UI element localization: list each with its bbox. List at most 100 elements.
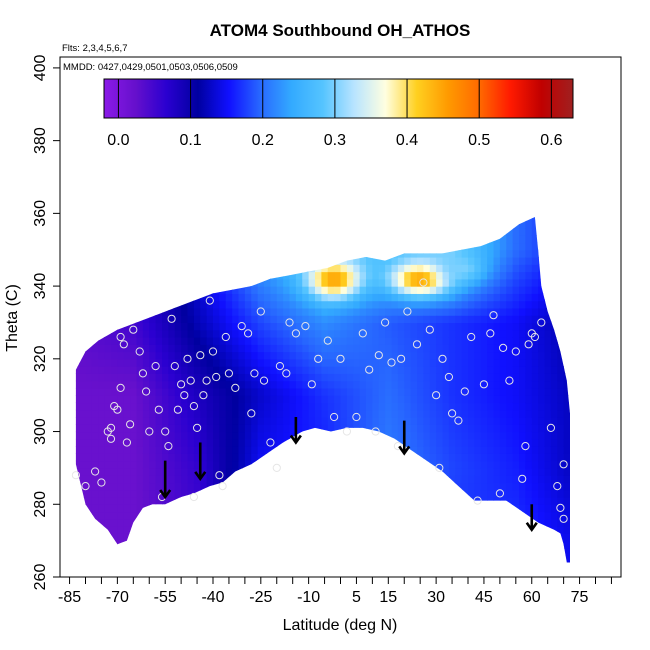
heatmap-cell [123,424,131,433]
observation-point [189,492,198,502]
heatmap-cell [468,431,475,440]
heatmap-cell [66,410,73,418]
observation-points [71,278,568,523]
heatmap-cell [359,249,367,258]
heatmap-cell [474,395,482,404]
heatmap-cell [244,533,252,542]
heatmap-cell [302,402,310,411]
heatmap-cell [397,497,405,505]
heatmap-cell [295,526,303,534]
heatmap-cell [111,227,118,236]
heatmap-cell [206,511,214,520]
heatmap-cell [117,497,125,505]
heatmap-cell [257,460,265,469]
heatmap-cell [391,467,399,476]
heatmap-cell [257,424,265,433]
heatmap-cell [506,286,514,294]
heatmap-cell [155,286,163,294]
heatmap-cell [340,271,348,280]
heatmap-cell [353,286,361,294]
heatmap-cell [506,453,514,462]
heatmap-cell [340,293,348,302]
heatmap-cell [213,526,220,534]
heatmap-cell [168,373,176,382]
heatmap-cell [512,329,520,338]
heatmap-cell [423,380,431,389]
heatmap-cell [123,489,131,498]
heatmap-cell [538,460,546,469]
heatmap-cell [531,504,539,513]
heatmap-cell [334,417,342,425]
heatmap-cell [123,278,131,287]
heatmap-cell [417,460,424,469]
heatmap-cell [276,329,284,338]
heatmap-cell [410,467,418,476]
heatmap-cell [79,504,87,513]
heatmap-cell [130,293,138,302]
heatmap-cell [168,467,176,476]
heatmap-cell [155,555,163,563]
heatmap-cell [238,387,246,396]
heatmap-cell [66,272,73,280]
heatmap-cell [168,366,176,374]
heatmap-cell [538,217,546,222]
heatmap-cell [302,475,310,484]
heatmap-cell [232,460,240,469]
heatmap-cell [563,547,571,556]
observation-point [371,427,380,436]
heatmap-cell [117,518,125,527]
heatmap-cell [321,497,329,505]
heatmap-cell [538,497,546,505]
heatmap-cell [334,278,342,287]
heatmap-cell [544,438,552,447]
heatmap-cell [111,286,118,294]
heatmap-cell [410,329,418,338]
heatmap-cell [327,504,335,513]
heatmap-cell [75,417,80,425]
heatmap-cell [270,497,278,505]
heatmap-cell [142,446,150,454]
heatmap-cell [563,380,571,389]
heatmap-cell [378,242,386,251]
heatmap-cell [315,366,322,374]
heatmap-cell [181,286,189,294]
heatmap-cell [308,511,316,520]
heatmap-cell [111,293,118,302]
heatmap-cell [232,242,240,251]
heatmap-cell [276,380,284,389]
heatmap-cell [123,329,131,338]
heatmap-cell [423,217,431,222]
heatmap-cell [340,380,348,389]
heatmap-cell [155,351,163,360]
heatmap-cell [563,235,571,244]
heatmap-cell [385,562,393,563]
heatmap-cell [512,380,520,389]
heatmap-cell [385,373,393,382]
heatmap-cell [181,409,189,418]
heatmap-cell [359,293,367,302]
heatmap-cell [417,264,424,273]
heatmap-cell [563,351,571,360]
heatmap-cell [136,249,144,258]
heatmap-cell [283,217,291,222]
heatmap-cell [557,504,565,513]
heatmap-cell [550,235,558,244]
heatmap-cell [404,475,412,484]
heatmap-cell [270,489,278,498]
heatmap-cell [130,337,138,345]
heatmap-cell [104,402,112,411]
heatmap-cell [423,257,431,265]
heatmap-cell [123,431,131,440]
heatmap-cell [98,438,106,447]
heatmap-cell [117,249,125,258]
heatmap-cell [193,482,201,491]
heatmap-cell [75,242,80,251]
heatmap-cell [493,278,501,287]
heatmap-cell [359,257,367,265]
heatmap-cell [570,286,571,294]
heatmap-cell [397,518,405,527]
heatmap-cell [213,235,220,244]
heatmap-cell [436,489,444,498]
observation-point [266,438,275,447]
heatmap-cell [321,206,328,214]
